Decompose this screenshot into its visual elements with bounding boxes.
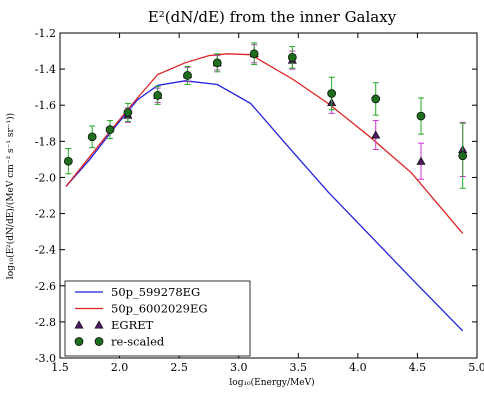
data-point-re-scaled <box>123 108 133 117</box>
legend-label: re-scaled <box>111 335 165 349</box>
x-tick-label: 3.5 <box>290 361 308 374</box>
data-point-re-scaled <box>371 94 381 104</box>
data-point-re-scaled <box>327 89 336 98</box>
legend: 50p_599278EG 50p_6002029EG EGRET re-scaled <box>64 280 251 357</box>
data-point-re-scaled <box>416 111 426 121</box>
x-tick-label: 2.0 <box>111 361 129 374</box>
data-point-re-scaled <box>249 49 259 59</box>
legend-marker <box>94 320 104 329</box>
data-point-re-scaled <box>87 132 97 142</box>
legend-label: 50p_6002029EG <box>111 302 208 316</box>
legend-marker <box>74 320 84 329</box>
data-point-re-scaled <box>212 58 222 68</box>
legend-marker <box>74 337 84 346</box>
chart-title: E²(dN/dE) from the inner Galaxy <box>148 8 397 26</box>
data-point-re-scaled <box>105 125 115 134</box>
x-tick-label: 3.0 <box>230 361 248 374</box>
y-tick-label: -3.0 <box>35 352 56 365</box>
data-point-EGRET <box>371 130 381 139</box>
y-tick-label: -1.2 <box>35 27 56 40</box>
y-tick-label: -2.8 <box>35 316 56 329</box>
x-tick-label: 4.5 <box>409 361 427 374</box>
x-tick-label: 4.0 <box>349 361 367 374</box>
y-tick-label: -1.4 <box>35 63 56 76</box>
plot-layer: 1.5 2.0 2.5 3.0 3.5 4.0 4.5 5.0 -3.0 -2.8 -2.6 -2.4… <box>35 27 484 374</box>
data-point-EGRET <box>416 156 426 165</box>
legend-label: 50p_599278EG <box>111 285 200 299</box>
x-tick-label: 1.5 <box>51 361 69 374</box>
data-point-re-scaled <box>183 71 192 80</box>
y-axis-label: log₁₀(E²(dN/dE)/(MeV cm⁻² s⁻¹ sr⁻¹)) <box>5 113 16 279</box>
x-axis-label: log₁₀(Energy/MeV) <box>229 377 314 388</box>
plot-frame <box>59 32 478 359</box>
x-tick-label: 2.5 <box>170 361 188 374</box>
y-tick-label: -1.6 <box>35 99 56 112</box>
x-tick-label: 5.0 <box>468 361 484 374</box>
data-point-re-scaled <box>287 53 297 62</box>
legend-marker <box>94 337 104 346</box>
legend-label: EGRET <box>111 318 154 332</box>
y-tick-label: -2.2 <box>35 208 56 221</box>
y-tick-label: -2.6 <box>35 280 56 293</box>
data-point-re-scaled <box>153 90 163 100</box>
series-line-50p_6002029EG <box>65 53 464 234</box>
y-tick-label: -2.0 <box>35 171 56 184</box>
data-point-re-scaled <box>63 156 73 166</box>
data-point-re-scaled <box>458 151 468 161</box>
y-tick-label: -2.4 <box>35 244 56 257</box>
y-tick-label: -1.8 <box>35 135 56 148</box>
